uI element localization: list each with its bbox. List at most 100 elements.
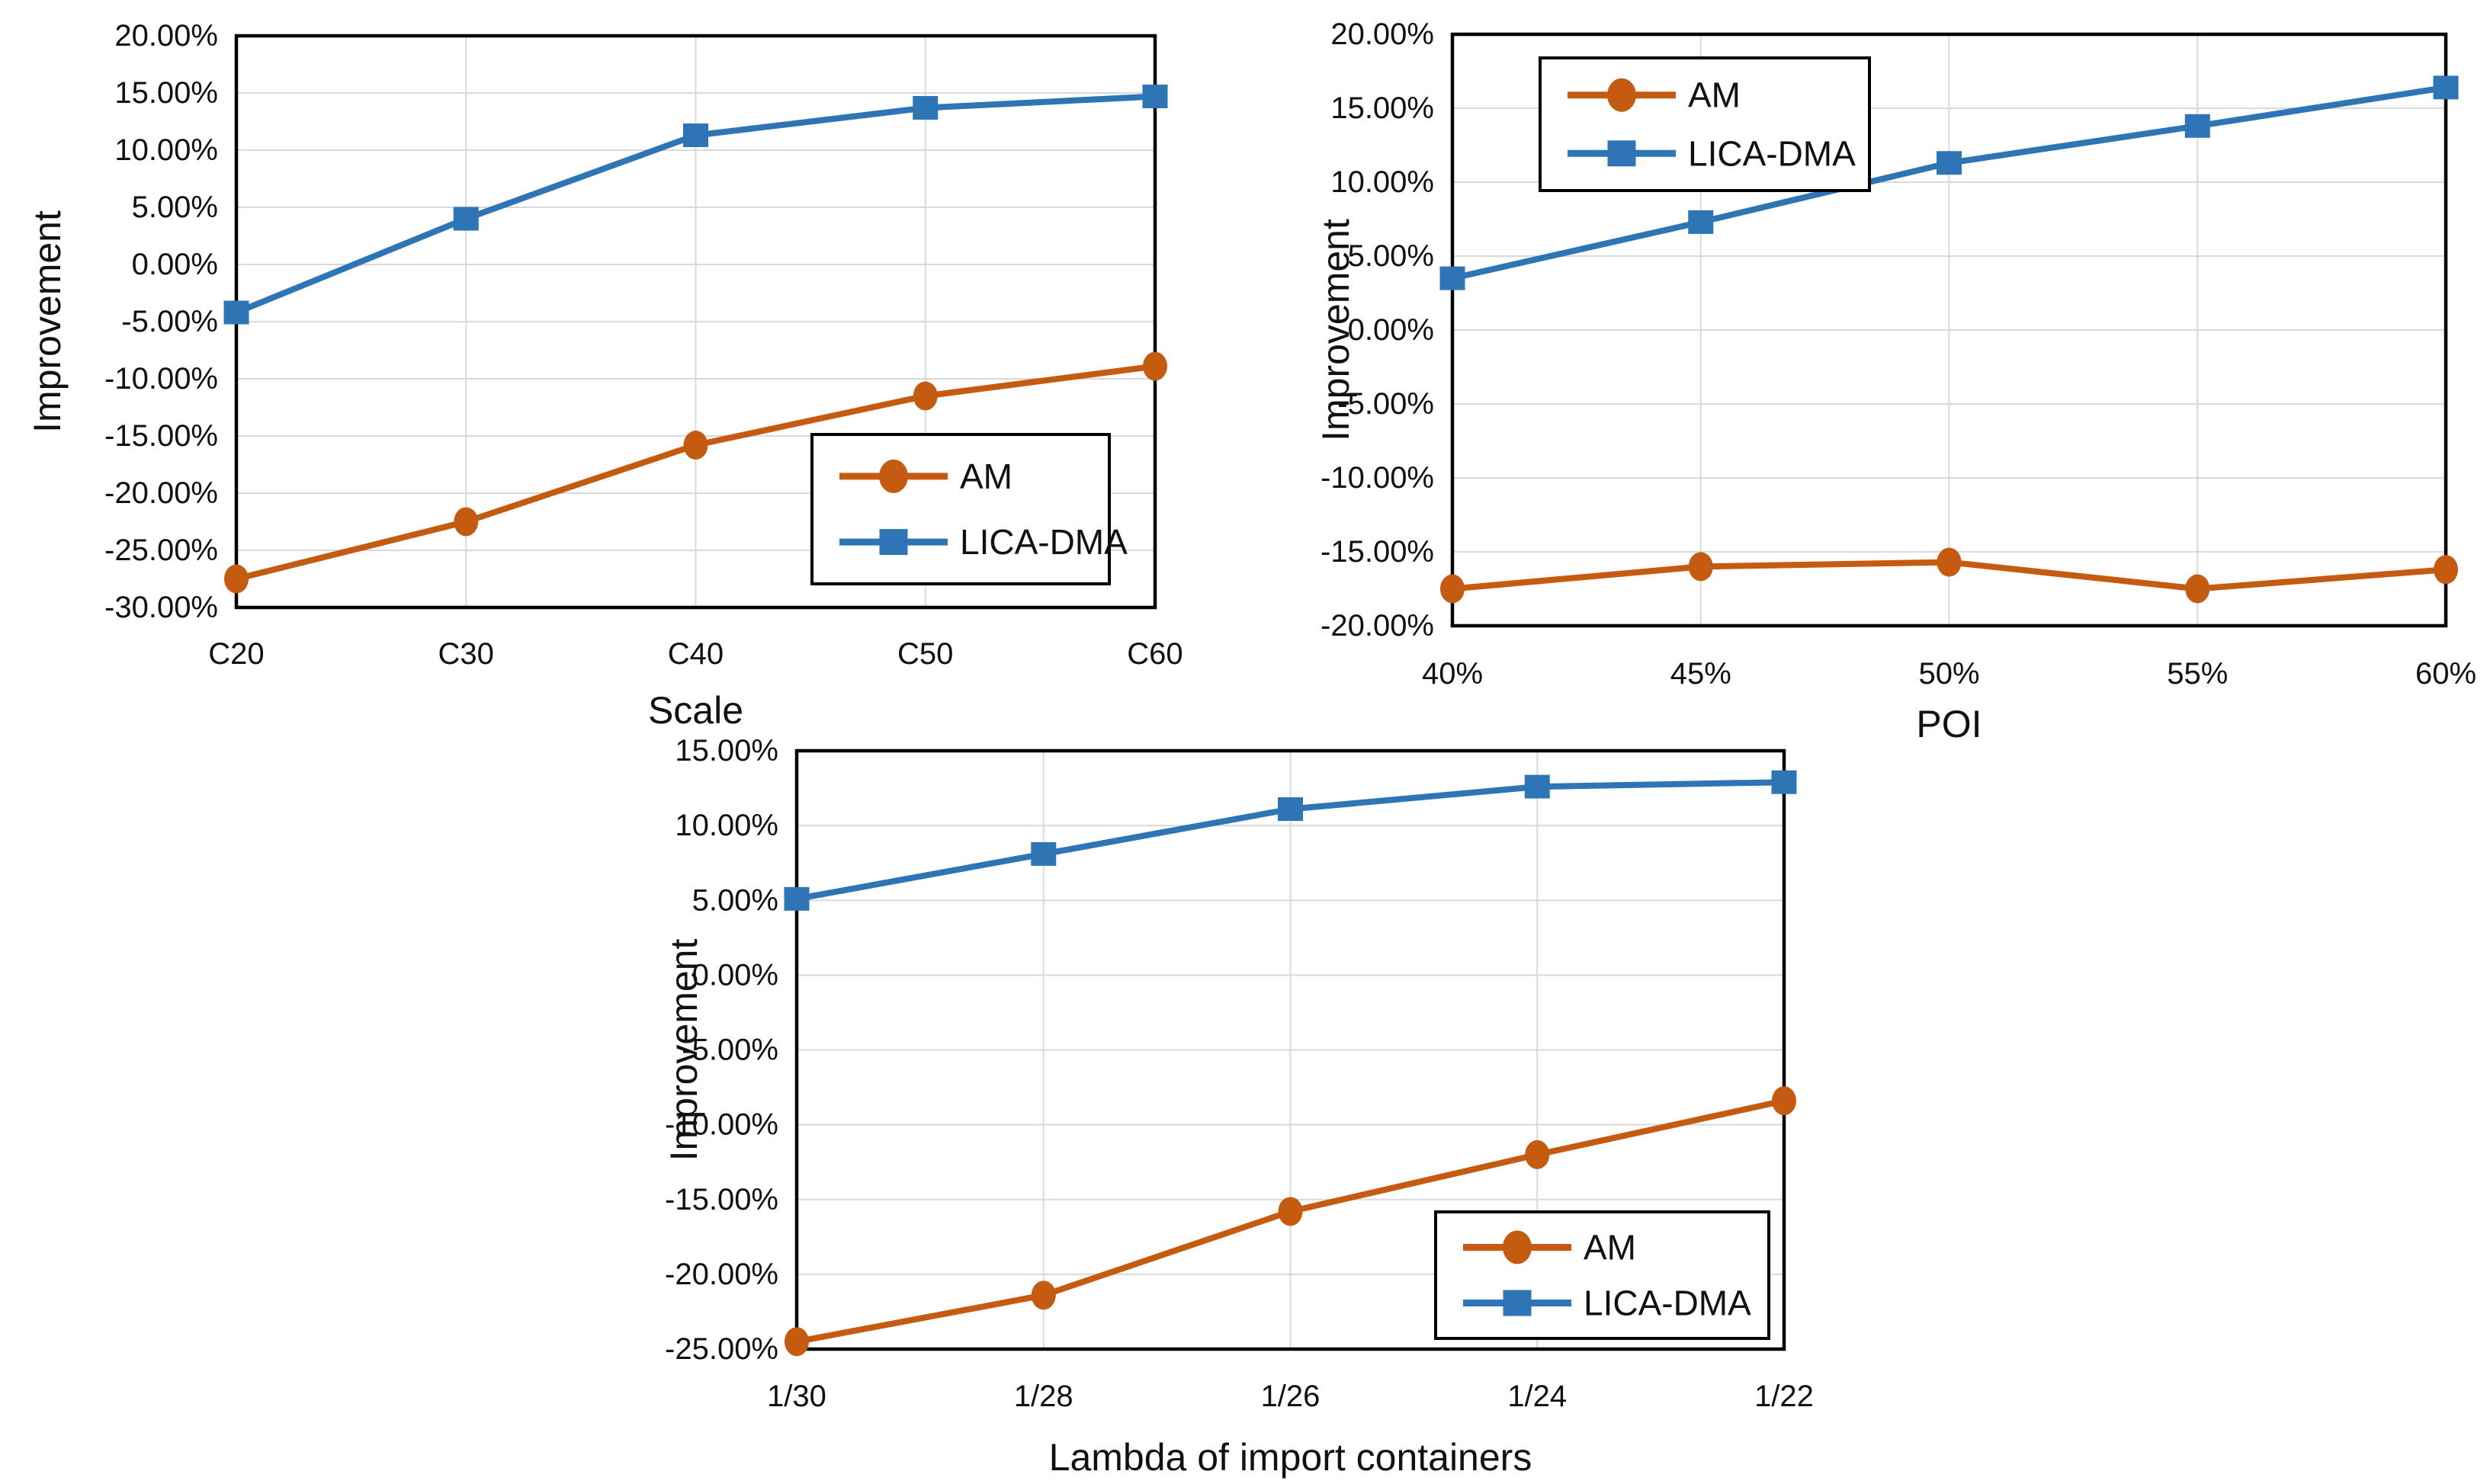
x-axis-ticks: 40% 45% 50% 55% 60% xyxy=(1422,657,2476,691)
y-axis-ticks: 20.00% 15.00% 10.00% 5.00% 0.00% -5.00% -10.00… xyxy=(1321,18,1434,643)
x-tick-label: 45% xyxy=(1670,657,1731,691)
series-lica-dma xyxy=(223,85,1168,325)
lica-dma-marker xyxy=(223,300,249,325)
am-marker xyxy=(913,381,938,411)
x-axis-ticks: 1/30 1/28 1/26 1/24 1/22 xyxy=(767,1380,1814,1413)
x-tick-label: 1/28 xyxy=(1014,1380,1073,1413)
legend-marker xyxy=(879,459,908,493)
y-tick-label: 0.00% xyxy=(1348,313,1434,347)
am-marker xyxy=(2434,555,2458,585)
x-tick-label: 55% xyxy=(2167,657,2228,691)
y-tick-label: 20.00% xyxy=(114,19,218,53)
y-tick-label: 0.00% xyxy=(692,958,778,992)
y-tick-label: -15.00% xyxy=(104,419,218,453)
lica-dma-marker xyxy=(1142,85,1168,108)
legend-marker xyxy=(879,529,908,556)
legend: AM LICA-DMA xyxy=(1539,56,1871,192)
y-tick-label: -25.00% xyxy=(665,1332,778,1366)
legend: AM LICA-DMA xyxy=(1434,1210,1770,1340)
lica-dma-marker xyxy=(2184,114,2210,138)
x-tick-label: C40 xyxy=(668,637,724,671)
x-tick-label: C30 xyxy=(438,637,494,671)
legend-label: AM xyxy=(1584,1227,1636,1267)
y-tick-label: 10.00% xyxy=(114,133,218,167)
x-tick-label: 1/22 xyxy=(1754,1380,1814,1413)
chart-scale: 20.00% 15.00% 10.00% 5.00% 0.00% -5.00% -10.00… xyxy=(26,19,1183,732)
legend-label: LICA-DMA xyxy=(1688,133,1856,173)
x-tick-label: 1/24 xyxy=(1507,1380,1567,1413)
y-tick-label: 5.00% xyxy=(1348,239,1434,273)
y-axis-title: Improvement xyxy=(1314,219,1357,441)
am-marker xyxy=(1143,351,1167,381)
lica-dma-marker xyxy=(1688,210,1714,234)
y-tick-label: -5.00% xyxy=(682,1034,778,1067)
x-tick-label: 60% xyxy=(2415,657,2476,691)
lica-dma-marker xyxy=(1278,797,1303,822)
y-tick-label: -30.00% xyxy=(104,591,218,624)
series-am xyxy=(224,351,1167,594)
y-tick-label: 10.00% xyxy=(675,809,778,842)
y-tick-label: -20.00% xyxy=(104,476,218,510)
legend-item-am: AM xyxy=(1568,75,1741,115)
y-tick-label: -15.00% xyxy=(1321,535,1434,569)
legend: AM LICA-DMA xyxy=(810,433,1128,585)
y-tick-label: 20.00% xyxy=(1330,18,1434,51)
legend-item-lica-dma: LICA-DMA xyxy=(1463,1284,1751,1323)
plot-border xyxy=(1450,32,2448,628)
am-marker xyxy=(1278,1197,1303,1226)
y-tick-label: -5.00% xyxy=(1337,387,1434,421)
lica-dma-marker xyxy=(1937,151,1962,175)
plot-border xyxy=(794,748,1786,1351)
am-marker xyxy=(224,564,249,594)
legend-label: AM xyxy=(1688,75,1741,115)
lica-dma-marker xyxy=(1771,770,1797,794)
y-tick-label: 15.00% xyxy=(675,734,778,768)
y-axis-ticks: 15.00% 10.00% 5.00% 0.00% -5.00% -10.00% -15.0… xyxy=(665,734,778,1366)
am-marker xyxy=(683,431,708,460)
y-tick-label: -20.00% xyxy=(665,1258,778,1291)
series-am xyxy=(785,1086,1796,1357)
am-marker xyxy=(1772,1086,1796,1116)
legend-item-lica-dma: LICA-DMA xyxy=(1568,133,1856,173)
am-marker xyxy=(2185,574,2210,604)
y-tick-label: -20.00% xyxy=(1321,609,1434,643)
am-marker xyxy=(1525,1139,1550,1169)
lica-dma-marker xyxy=(1524,774,1550,799)
y-tick-label: 5.00% xyxy=(692,883,778,917)
legend-label: LICA-DMA xyxy=(960,522,1128,562)
lica-dma-marker xyxy=(1031,841,1057,866)
y-tick-label: -10.00% xyxy=(104,362,218,396)
legend-box xyxy=(1539,56,1871,192)
lica-dma-marker xyxy=(1439,266,1465,290)
series-am xyxy=(1440,547,2458,604)
y-tick-label: -15.00% xyxy=(665,1183,778,1216)
am-marker xyxy=(1937,547,1962,577)
am-marker xyxy=(454,507,479,537)
y-axis-title: Improvement xyxy=(663,939,705,1162)
y-tick-label: -10.00% xyxy=(1321,461,1434,495)
lica-dma-marker xyxy=(784,886,810,911)
y-tick-label: 0.00% xyxy=(132,248,218,281)
x-tick-label: 1/30 xyxy=(767,1380,826,1413)
y-tick-label: 15.00% xyxy=(1330,91,1434,125)
legend-marker xyxy=(1607,140,1636,167)
x-tick-label: C60 xyxy=(1127,637,1183,671)
legend-label: LICA-DMA xyxy=(1584,1284,1751,1323)
y-tick-label: -25.00% xyxy=(104,534,218,567)
am-marker xyxy=(785,1327,809,1357)
x-axis-title: POI xyxy=(1916,703,1982,745)
legend-item-am: AM xyxy=(839,457,1012,496)
legend-marker xyxy=(1607,78,1636,112)
chart-poi: 20.00% 15.00% 10.00% 5.00% 0.00% -5.00% -10.00… xyxy=(1314,18,2476,745)
legend-item-am: AM xyxy=(1463,1227,1636,1267)
chart-lambda: 15.00% 10.00% 5.00% 0.00% -5.00% -10.00% -15.0… xyxy=(663,734,1814,1479)
legend-box xyxy=(810,433,1111,585)
y-tick-label: -5.00% xyxy=(121,305,218,338)
legend-marker xyxy=(1503,1290,1532,1316)
x-tick-label: 50% xyxy=(1918,657,1979,691)
legend-box xyxy=(1434,1210,1770,1340)
am-marker xyxy=(1031,1280,1056,1310)
x-axis-ticks: C20 C30 C40 C50 C60 xyxy=(208,637,1183,671)
y-tick-label: 15.00% xyxy=(114,76,218,110)
